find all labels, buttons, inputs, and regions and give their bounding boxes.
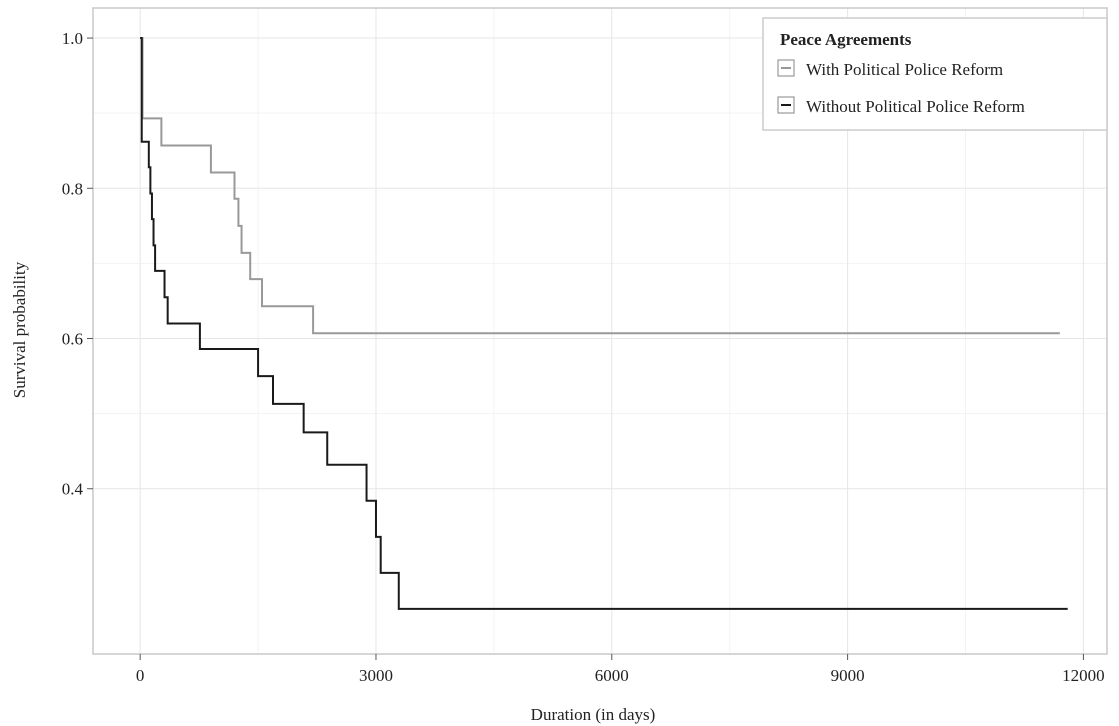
plot-panel-border bbox=[92, 7, 1108, 655]
legend-box bbox=[762, 17, 1108, 131]
legend-label-without-reform: Without Political Police Reform bbox=[806, 97, 1025, 116]
series-line-with-reform bbox=[140, 37, 1060, 335]
axis-layer: 0 3000 6000 9000 12000 0.4 0.6 0.8 1.0 bbox=[62, 7, 1108, 685]
legend-label-with-reform: With Political Police Reform bbox=[806, 60, 1003, 79]
y-tick-label: 1.0 bbox=[62, 29, 83, 48]
series-line-without-reform bbox=[140, 37, 1068, 610]
y-tick-label: 0.4 bbox=[62, 480, 84, 499]
x-tick-label: 6000 bbox=[595, 666, 629, 685]
legend-title: Peace Agreements bbox=[780, 30, 912, 49]
legend: Peace Agreements With Political Police R… bbox=[762, 17, 1108, 131]
x-tick-label: 3000 bbox=[359, 666, 393, 685]
y-tick-label: 0.6 bbox=[62, 330, 83, 349]
x-tick-label: 12000 bbox=[1062, 666, 1105, 685]
series-layer bbox=[140, 37, 1068, 610]
x-axis-label: Duration (in days) bbox=[531, 705, 656, 724]
x-tick-label: 0 bbox=[136, 666, 145, 685]
y-axis-label: Survival probability bbox=[10, 261, 29, 398]
x-tick-label: 9000 bbox=[831, 666, 865, 685]
y-tick-label: 0.8 bbox=[62, 179, 83, 198]
